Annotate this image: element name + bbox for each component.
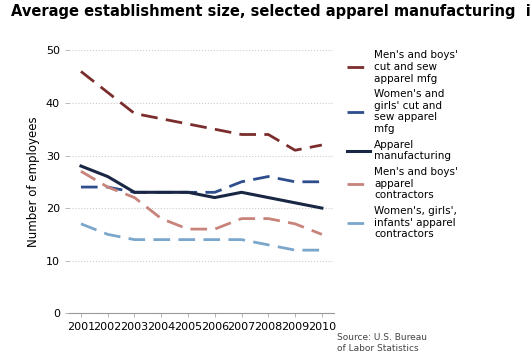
Men's and boys'
apparel
contractors <box>185 227 191 231</box>
Men's and boys'
apparel
contractors <box>131 195 138 200</box>
Men's and boys'
cut and sew
apparel mfg <box>319 143 325 147</box>
Apparel
manufacturing <box>78 164 84 168</box>
Legend: Men's and boys'
cut and sew
apparel mfg, Women's and
girls' cut and
sew apparel
: Men's and boys' cut and sew apparel mfg,… <box>347 50 458 239</box>
Apparel
manufacturing <box>265 195 271 200</box>
Line: Men's and boys'
apparel
contractors: Men's and boys' apparel contractors <box>81 171 322 234</box>
Line: Apparel
manufacturing: Apparel manufacturing <box>81 166 322 208</box>
Men's and boys'
cut and sew
apparel mfg <box>211 127 218 131</box>
Women's and
girls' cut and
sew apparel
mfg <box>265 174 271 179</box>
Y-axis label: Number of employees: Number of employees <box>27 117 40 247</box>
Men's and boys'
apparel
contractors <box>292 222 298 226</box>
Apparel
manufacturing <box>104 174 111 179</box>
Men's and boys'
apparel
contractors <box>211 227 218 231</box>
Men's and boys'
cut and sew
apparel mfg <box>158 117 164 121</box>
Men's and boys'
cut and sew
apparel mfg <box>131 111 138 116</box>
Line: Women's, girls',
infants' apparel
contractors: Women's, girls', infants' apparel contra… <box>81 224 322 250</box>
Women's and
girls' cut and
sew apparel
mfg <box>292 180 298 184</box>
Women's and
girls' cut and
sew apparel
mfg <box>158 190 164 194</box>
Apparel
manufacturing <box>131 190 138 194</box>
Men's and boys'
apparel
contractors <box>319 232 325 237</box>
Women's and
girls' cut and
sew apparel
mfg <box>319 180 325 184</box>
Women's, girls',
infants' apparel
contractors <box>78 222 84 226</box>
Men's and boys'
cut and sew
apparel mfg <box>185 122 191 126</box>
Women's and
girls' cut and
sew apparel
mfg <box>131 190 138 194</box>
Men's and boys'
cut and sew
apparel mfg <box>104 90 111 95</box>
Text: Average establishment size, selected apparel manufacturing  industries, 2001–201: Average establishment size, selected app… <box>11 4 530 19</box>
Women's, girls',
infants' apparel
contractors <box>292 248 298 252</box>
Line: Men's and boys'
cut and sew
apparel mfg: Men's and boys' cut and sew apparel mfg <box>81 71 322 150</box>
Women's, girls',
infants' apparel
contractors <box>104 232 111 237</box>
Women's, girls',
infants' apparel
contractors <box>185 238 191 242</box>
Women's and
girls' cut and
sew apparel
mfg <box>104 185 111 189</box>
Men's and boys'
cut and sew
apparel mfg <box>78 69 84 73</box>
Women's and
girls' cut and
sew apparel
mfg <box>78 185 84 189</box>
Men's and boys'
apparel
contractors <box>78 169 84 174</box>
Women's and
girls' cut and
sew apparel
mfg <box>211 190 218 194</box>
Men's and boys'
cut and sew
apparel mfg <box>292 148 298 152</box>
Apparel
manufacturing <box>185 190 191 194</box>
Apparel
manufacturing <box>292 201 298 205</box>
Women's, girls',
infants' apparel
contractors <box>238 238 245 242</box>
Men's and boys'
apparel
contractors <box>265 216 271 221</box>
Text: Source: U.S. Bureau
of Labor Statistics: Source: U.S. Bureau of Labor Statistics <box>337 333 427 353</box>
Women's, girls',
infants' apparel
contractors <box>131 238 138 242</box>
Women's, girls',
infants' apparel
contractors <box>158 238 164 242</box>
Men's and boys'
apparel
contractors <box>104 185 111 189</box>
Women's, girls',
infants' apparel
contractors <box>211 238 218 242</box>
Apparel
manufacturing <box>158 190 164 194</box>
Men's and boys'
apparel
contractors <box>238 216 245 221</box>
Apparel
manufacturing <box>211 195 218 200</box>
Women's and
girls' cut and
sew apparel
mfg <box>185 190 191 194</box>
Men's and boys'
cut and sew
apparel mfg <box>265 132 271 137</box>
Apparel
manufacturing <box>238 190 245 194</box>
Women's and
girls' cut and
sew apparel
mfg <box>238 180 245 184</box>
Men's and boys'
cut and sew
apparel mfg <box>238 132 245 137</box>
Men's and boys'
apparel
contractors <box>158 216 164 221</box>
Women's, girls',
infants' apparel
contractors <box>265 243 271 247</box>
Apparel
manufacturing <box>319 206 325 210</box>
Women's, girls',
infants' apparel
contractors <box>319 248 325 252</box>
Line: Women's and
girls' cut and
sew apparel
mfg: Women's and girls' cut and sew apparel m… <box>81 176 322 192</box>
